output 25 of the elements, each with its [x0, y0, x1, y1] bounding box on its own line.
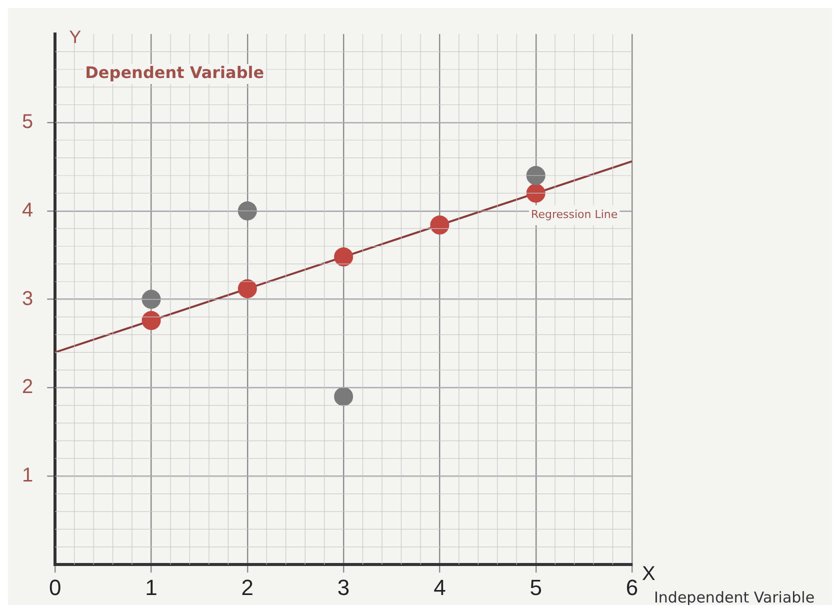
point [430, 216, 450, 235]
annotation: Dependent Variable [85, 63, 264, 82]
x-tick-label: 5 [530, 574, 542, 600]
point [238, 201, 257, 220]
x-tick-label: 3 [337, 574, 350, 600]
y-tick-label: 4 [22, 199, 34, 222]
x-tick-label: 4 [434, 574, 446, 600]
y-tick-label: 5 [22, 110, 34, 133]
point [526, 166, 546, 185]
x-tick-label: 0 [49, 574, 62, 600]
point [142, 311, 161, 330]
point [142, 290, 161, 309]
annotation: Regression Line [531, 208, 618, 222]
point [526, 184, 546, 203]
point [334, 387, 354, 406]
y-tick-label: 3 [22, 288, 34, 310]
y-axis-title: Y [69, 26, 82, 47]
point [334, 247, 354, 266]
x-axis-title: X [642, 563, 656, 586]
x-tick-label: 1 [145, 574, 158, 600]
x-tick-label: 2 [241, 574, 254, 600]
x-tick-label: 6 [626, 574, 638, 600]
y-tick-label: 2 [22, 376, 34, 398]
y-tick-label: 1 [22, 464, 34, 487]
point [238, 279, 257, 298]
